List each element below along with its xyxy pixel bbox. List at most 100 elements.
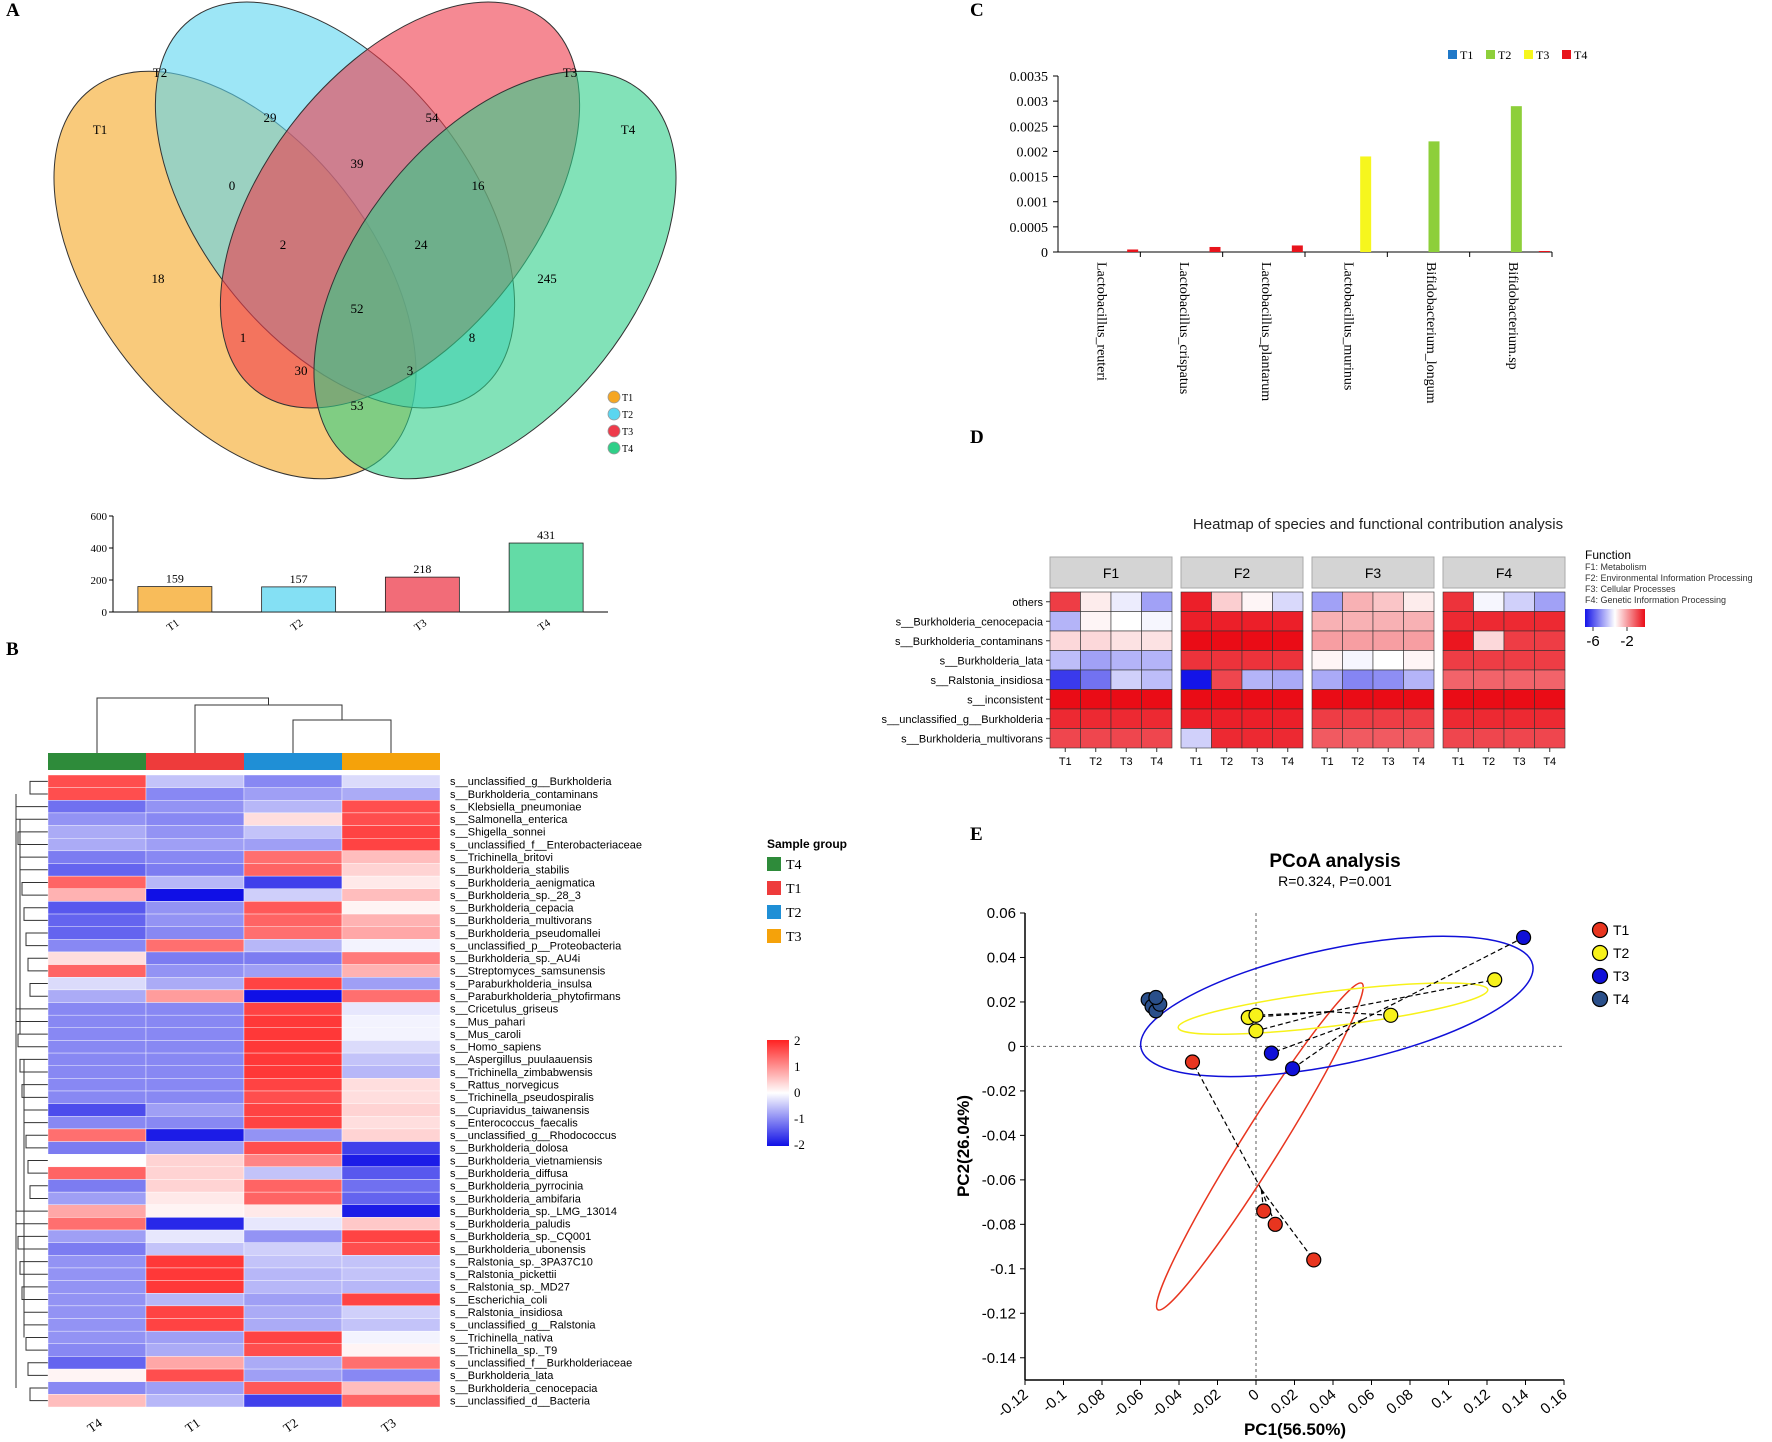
x-label: T3: [378, 1415, 398, 1436]
heatmap-cell: [145, 1305, 245, 1319]
venn-region-value: 16: [472, 178, 486, 193]
heatmap-cell: [145, 1343, 245, 1357]
heatmap-cell: [47, 1065, 147, 1079]
heatmap-cell: [1180, 591, 1212, 612]
heatmap-cell: [1372, 630, 1404, 651]
heatmap-cell: [1503, 650, 1535, 671]
row-label: s__Shigella_sonnei: [450, 827, 545, 839]
heatmap-cell: [47, 1293, 147, 1307]
panel-d: D Heatmap of species and functional cont…: [882, 427, 1753, 768]
heatmap-cell: [1473, 669, 1505, 690]
x-label: T4: [1150, 756, 1163, 768]
row-label: s__Ralstonia_insidiosa: [450, 1307, 563, 1319]
heatmap-cell: [243, 1318, 343, 1332]
heatmap-cell: [243, 1330, 343, 1345]
venn-region-value: 53: [351, 398, 364, 413]
x-tick-label: T1: [165, 617, 182, 634]
heatmap-cell: [1503, 728, 1535, 749]
heatmap-cell: [243, 1065, 343, 1079]
heatmap-cell: [1080, 650, 1112, 671]
venn-region-value: 3: [407, 363, 414, 378]
heatmap-cell: [47, 1014, 147, 1028]
heatmap-cell: [243, 1229, 343, 1243]
heatmap-cell: [1372, 650, 1404, 671]
row-label: s__Burkholderia_contaminans: [895, 636, 1043, 648]
x-tick-label: Lactobacillus_murinus: [1341, 262, 1356, 390]
row-label: s__Homo_sapiens: [450, 1042, 542, 1054]
y-tick-label: 0.06: [987, 905, 1016, 922]
heatmap-cell: [1311, 708, 1343, 729]
heatmap-cell: [341, 1280, 441, 1294]
heatmap-cell: [243, 1356, 343, 1370]
confidence-ellipse-t2: [1177, 982, 1489, 1036]
heatmap-cell: [1442, 669, 1474, 690]
heatmap-cell: [1180, 650, 1212, 671]
heatmap-cell: [47, 1116, 147, 1130]
heatmap-cell: [341, 939, 441, 953]
heatmap-cell: [145, 989, 245, 1003]
row-label: s__Escherichia_coli: [450, 1294, 547, 1306]
heatmap-cell: [1311, 630, 1343, 651]
venn-set-labels: T1 T2 T3 T4: [93, 65, 636, 137]
heatmap-cell: [1049, 669, 1081, 690]
dendrogram-branch: [27, 1160, 48, 1174]
x-tick-label: 0.08: [1383, 1386, 1416, 1418]
heatmap-cell: [243, 1305, 343, 1319]
venn-region-value: 18: [152, 271, 165, 286]
heatmap-cell: [1241, 650, 1273, 671]
bar-t3: [1360, 156, 1372, 252]
x-label: T2: [1482, 756, 1495, 768]
dendrogram-branch: [29, 1185, 48, 1199]
row-label: s__Burkholderia_cenocepacia: [896, 616, 1044, 628]
legend-label: T1: [622, 393, 633, 404]
venn-region-value: 52: [351, 301, 364, 316]
group-color-t3: [342, 753, 440, 770]
dendrogram-branch: [21, 881, 48, 896]
heatmap-cell: [1211, 591, 1243, 612]
heatmap-cell: [243, 1014, 343, 1028]
legend-label: T4: [1574, 48, 1587, 62]
heatmap-cell: [341, 1116, 441, 1130]
heatmap-dendrograms: [15, 697, 392, 1402]
bar-t2: [1510, 106, 1522, 253]
heatmap-cell: [47, 800, 147, 814]
row-label: s__Burkholderia_multivorans: [901, 733, 1043, 745]
heatmap-cell: [47, 1040, 147, 1054]
heatmap-cell: [341, 1103, 441, 1117]
heatmap-cell: [145, 1280, 245, 1294]
heatmap-cell: [341, 977, 441, 991]
facet-header: [1180, 556, 1304, 589]
point-t2: [1248, 1023, 1264, 1039]
x-label: T1: [1452, 756, 1465, 768]
panel-e-label: E: [970, 824, 983, 845]
heatmap-cell: [1141, 728, 1173, 749]
heatmap-cell: [47, 787, 147, 801]
heatmap-cell: [1503, 669, 1535, 690]
heatmap-cell: [341, 1229, 441, 1243]
row-label: s__Burkholderia_lata: [450, 1370, 554, 1382]
group-color-t1: [146, 753, 244, 770]
heatmap-cell: [47, 1128, 147, 1142]
heatmap-cell: [1110, 630, 1142, 651]
panel-b-label: B: [6, 639, 19, 660]
point-t2: [1383, 1007, 1399, 1023]
heatmap-cell: [1442, 708, 1474, 729]
venn-region-value: 24: [415, 237, 429, 252]
row-label: s__Paraburkholderia_insulsa: [450, 978, 593, 990]
dendrogram-branch: [23, 1109, 48, 1124]
heatmap-cell: [1342, 728, 1374, 749]
heatmap-cell: [243, 1116, 343, 1130]
legend-swatch-t1: [607, 390, 621, 404]
heatmap-cell: [243, 1204, 343, 1218]
legend-label: T2: [622, 410, 633, 421]
dendrogram-branch: [29, 780, 48, 795]
heatmap-cell: [1342, 611, 1374, 632]
y-tick-label: 0: [1008, 1038, 1016, 1055]
bar-value-label: 431: [537, 528, 555, 542]
heatmap-cell: [1211, 611, 1243, 632]
x-label: T3: [1251, 756, 1264, 768]
x-label: T1: [1059, 756, 1072, 768]
row-label: others: [1012, 597, 1043, 609]
heatmap-cell: [145, 1040, 245, 1054]
